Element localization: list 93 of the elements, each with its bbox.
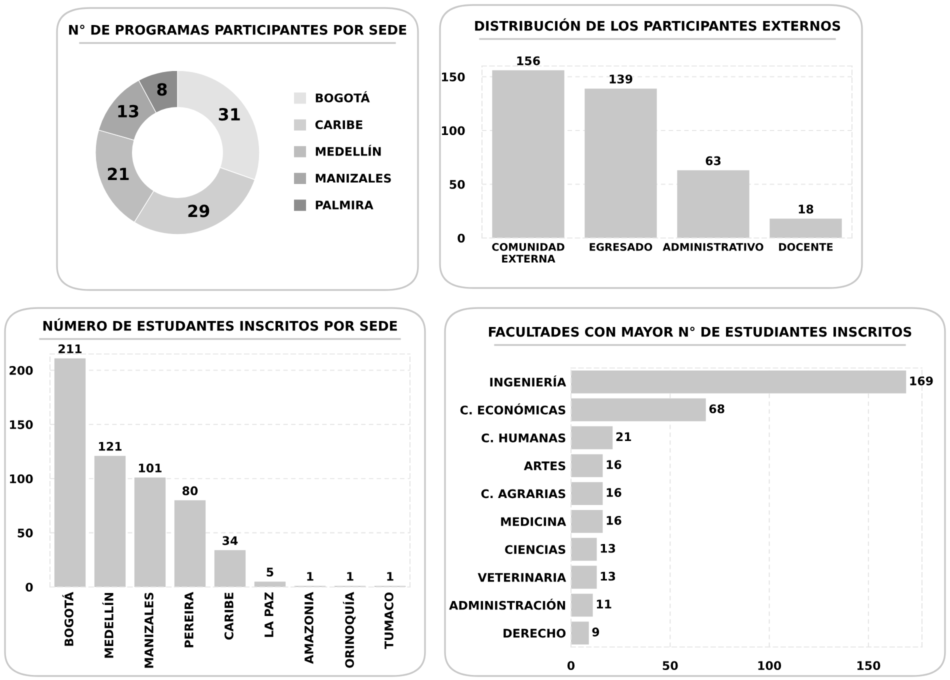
bar xyxy=(571,510,603,533)
bar xyxy=(571,370,906,394)
y-tick-label: 0 xyxy=(458,234,465,243)
bar xyxy=(677,170,750,238)
data-label: 21 xyxy=(616,432,632,442)
data-label: 5 xyxy=(266,568,274,577)
bar xyxy=(134,478,166,587)
y-tick-label: C. ECONÓMICAS xyxy=(460,403,566,415)
x-tick-label: PEREIRA xyxy=(184,592,194,648)
x-tick-label: ADMINISTRATIVO xyxy=(662,243,764,251)
bar xyxy=(94,456,126,587)
bar xyxy=(571,482,603,505)
chart-title: FACULTADES CON MAYOR N° DE ESTUDIANTES INSCRITOS xyxy=(489,326,912,337)
y-tick-label: 150 xyxy=(10,420,33,430)
y-tick-label: CIENCIAS xyxy=(505,545,566,554)
data-label: 34 xyxy=(222,536,238,546)
data-label: 18 xyxy=(798,204,814,214)
data-label: 31 xyxy=(218,108,240,121)
bar xyxy=(214,550,246,587)
y-tick-label: 50 xyxy=(450,180,465,189)
data-label: 121 xyxy=(99,442,122,451)
data-label: 63 xyxy=(706,156,721,166)
y-tick-label: MEDICINA xyxy=(501,517,566,526)
y-tick-label: 0 xyxy=(26,582,33,592)
x-tick-label: EGRESADO xyxy=(590,243,652,251)
legend-label: MANIZALES xyxy=(316,174,391,183)
x-tick-label: TUMACO xyxy=(384,592,394,650)
x-tick-label: DOCENTE xyxy=(779,243,833,251)
data-label: 101 xyxy=(139,464,162,472)
chart-title: DISTRIBUCIÓN DE LOS PARTICIPANTES EXTERNOS xyxy=(475,18,840,31)
x-tick-label: BOGOTÁ xyxy=(62,592,74,646)
data-label: 1 xyxy=(387,572,394,581)
data-label: 9 xyxy=(592,628,600,636)
data-label: 139 xyxy=(610,74,632,84)
chart-title: NÚMERO DE ESTUDANTES INSCRITOS POR SEDE xyxy=(43,318,397,331)
legend-label: BOGOTÁ xyxy=(316,91,370,102)
bar xyxy=(571,622,589,644)
x-tick-label: MANIZALES xyxy=(144,592,154,668)
data-label: 16 xyxy=(606,488,622,497)
x-tick-label: AMAZONIA xyxy=(304,592,314,664)
x-tick-label: 150 xyxy=(857,661,880,670)
bar xyxy=(571,538,597,561)
data-label: 156 xyxy=(517,56,540,66)
bar xyxy=(174,500,206,587)
y-tick-label: C. HUMANAS xyxy=(482,433,566,442)
bar xyxy=(770,218,842,238)
data-label: 211 xyxy=(58,344,82,354)
y-tick-label: 200 xyxy=(10,366,33,375)
x-tick-label: MEDELLÍN xyxy=(102,592,114,658)
y-tick-label: 100 xyxy=(442,126,465,136)
y-tick-label: ARTES xyxy=(524,461,566,470)
data-label: 13 xyxy=(600,544,616,553)
data-label: 13 xyxy=(600,572,616,581)
bar xyxy=(54,358,86,587)
y-tick-label: DERECHO xyxy=(504,628,566,638)
data-label: 11 xyxy=(596,600,612,608)
y-tick-label: 150 xyxy=(442,72,465,82)
data-label: 68 xyxy=(709,404,724,414)
y-tick-label: ADMINISTRACIÓN xyxy=(449,598,566,610)
data-label: 1 xyxy=(307,572,314,581)
x-tick-label: 50 xyxy=(662,661,678,670)
y-tick-label: INGENIERÍA xyxy=(490,376,566,387)
data-label: 16 xyxy=(606,460,622,470)
data-label: 29 xyxy=(188,204,210,218)
y-tick-label: VETERINARIA xyxy=(478,573,566,582)
data-label: 80 xyxy=(182,486,198,496)
legend-label: CARIBE xyxy=(315,120,362,130)
x-tick-label: 100 xyxy=(758,661,782,670)
legend-label: PALMIRA xyxy=(316,200,374,210)
data-label: 21 xyxy=(108,168,129,180)
data-label: 169 xyxy=(910,376,933,386)
x-tick-label: LA PAZ xyxy=(264,592,274,637)
y-tick-label: 100 xyxy=(10,474,33,484)
bar xyxy=(571,594,593,617)
legend-label: MEDELLÍN xyxy=(316,144,381,156)
x-tick-label: ORINOQUÍA xyxy=(342,592,356,668)
x-tick-label: COMUNIDAD EXTERNA xyxy=(492,243,564,262)
y-tick-label: 50 xyxy=(18,528,33,538)
bar xyxy=(254,582,286,587)
bar xyxy=(492,70,564,238)
bar xyxy=(584,88,657,238)
data-label: 8 xyxy=(157,83,167,96)
bar xyxy=(571,454,603,478)
x-tick-label: 0 xyxy=(567,661,575,670)
bar xyxy=(571,566,597,589)
data-label: 1 xyxy=(347,572,354,581)
data-label: 16 xyxy=(606,516,622,525)
bar xyxy=(571,426,613,450)
bar xyxy=(571,398,706,422)
x-tick-label: CARIBE xyxy=(224,592,234,640)
chart-title: N° DE PROGRAMAS PARTICIPANTES POR SEDE xyxy=(69,24,406,35)
data-label: 13 xyxy=(118,104,138,118)
y-tick-label: C. AGRARIAS xyxy=(481,489,566,498)
